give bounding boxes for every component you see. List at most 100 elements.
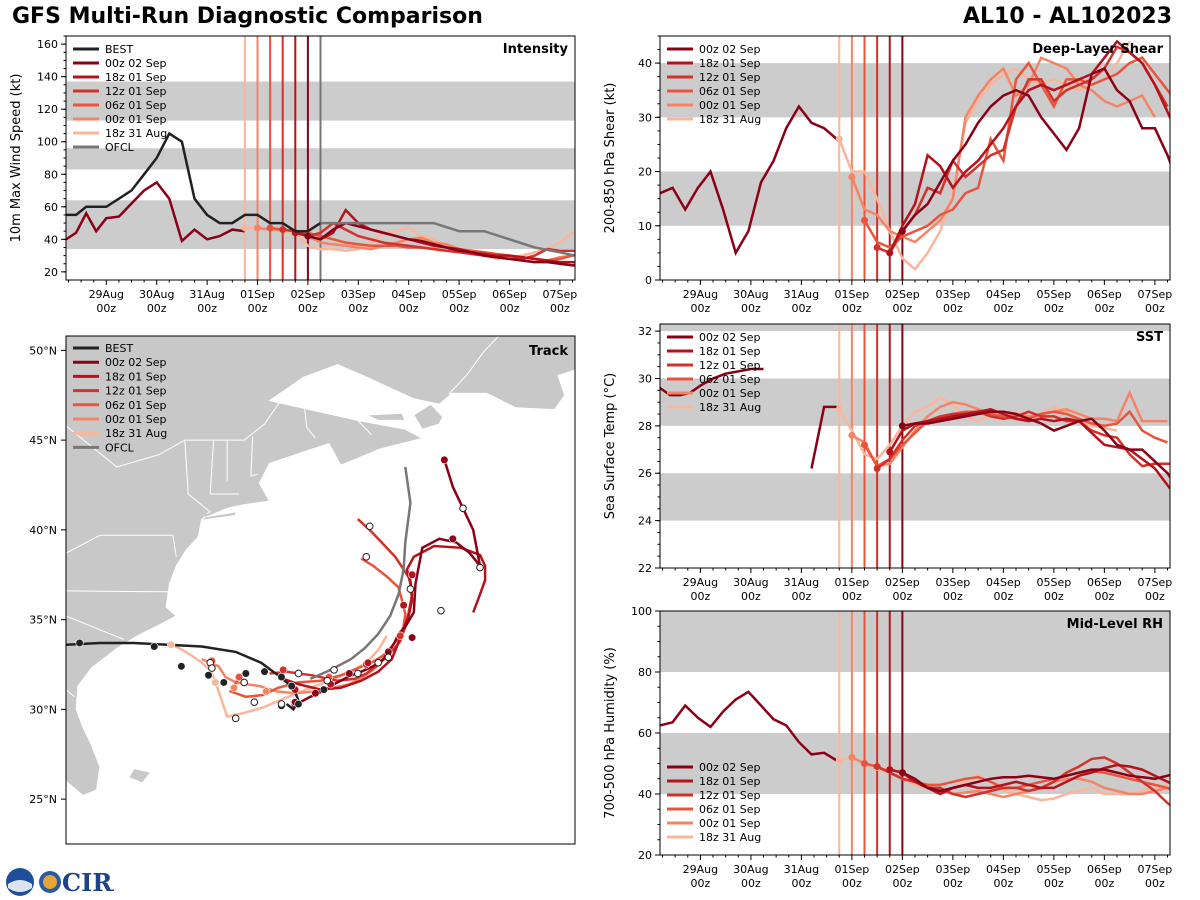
x-tick-date: 30Aug xyxy=(733,576,768,589)
y-tick-label: 100 xyxy=(631,605,652,618)
track-line-18z-01-Sep xyxy=(277,544,487,691)
x-tick-date: 05Sep xyxy=(1036,863,1071,876)
legend-entry: 00z 02 Sep xyxy=(105,356,167,369)
y-tick-label: 40 xyxy=(638,57,652,70)
track-open-dot xyxy=(365,522,374,531)
legend-entry: 18z 01 Sep xyxy=(105,370,167,383)
x-tick-hour: 00z xyxy=(298,302,318,315)
track-position-dot xyxy=(363,658,373,667)
land-bahamas xyxy=(128,768,152,784)
panel-title: Track xyxy=(529,344,568,359)
track-open-dot xyxy=(240,678,248,687)
x-tick-date: 02Sep xyxy=(291,288,326,301)
track-open-dot xyxy=(330,666,338,674)
land-newfoundland xyxy=(448,336,575,411)
legend-entry: 18z 01 Sep xyxy=(105,71,167,84)
band-2 xyxy=(660,324,1170,332)
ofcl-line xyxy=(320,221,575,257)
legend-entry: 18z 31 Aug xyxy=(105,427,167,440)
y-tick-label: 0 xyxy=(645,274,652,287)
legend-entry: 18z 01 Sep xyxy=(699,57,761,70)
track-open-dot xyxy=(384,653,393,662)
x-tick-date: 05Sep xyxy=(1036,288,1071,301)
legend-entry: 06z 01 Sep xyxy=(699,85,761,98)
x-tick-hour: 00z xyxy=(691,877,711,890)
y-tick-label: 22 xyxy=(638,562,652,575)
x-tick-hour: 00z xyxy=(550,302,570,315)
legend-entry: 00z 02 Sep xyxy=(699,761,761,774)
series-start-dot-18z-31-Aug xyxy=(835,135,843,143)
x-tick-date: 03Sep xyxy=(936,576,971,589)
land-north-america xyxy=(66,336,575,797)
x-tick-hour: 00z xyxy=(1094,590,1114,603)
track-open-dot xyxy=(294,669,303,678)
x-tick-hour: 00z xyxy=(197,302,217,315)
track-position-dot xyxy=(204,671,213,680)
x-tick-date: 04Sep xyxy=(986,576,1021,589)
x-tick-date: 01Sep xyxy=(240,288,275,301)
series-start-dot-06z-01-Sep xyxy=(861,441,869,449)
analysis-line xyxy=(660,690,838,762)
track-open-dot xyxy=(374,658,382,667)
track-position-dot xyxy=(440,455,449,464)
series-start-dot-18z-01-Sep xyxy=(886,448,894,456)
x-tick-hour: 00z xyxy=(741,302,761,315)
border-line-3 xyxy=(66,590,168,593)
x-tick-hour: 00z xyxy=(842,877,862,890)
x-tick-date: 02Sep xyxy=(885,288,920,301)
y-tick-label: 28 xyxy=(638,420,652,433)
x-tick-hour: 00z xyxy=(147,302,167,315)
track-position-dot xyxy=(399,601,408,610)
x-tick-date: 06Sep xyxy=(1087,576,1122,589)
x-tick-date: 01Sep xyxy=(835,576,870,589)
x-tick-date: 01Sep xyxy=(835,863,870,876)
track-position-dot xyxy=(241,669,250,678)
x-tick-date: 29Aug xyxy=(89,288,124,301)
series-start-dot-00z-02-Sep xyxy=(898,769,906,777)
legend-entry: 12z 01 Sep xyxy=(699,359,761,372)
border-line-0 xyxy=(66,396,316,468)
x-tick-date: 31Aug xyxy=(784,288,819,301)
y-tick-label: 30°N xyxy=(29,703,57,716)
x-tick-hour: 00z xyxy=(943,877,963,890)
series-start-dot-12z-01-Sep xyxy=(873,763,881,771)
legend-entry: 06z 01 Sep xyxy=(105,99,167,112)
track-position-dot xyxy=(311,689,320,698)
y-tick-label: 100 xyxy=(37,136,58,149)
series-start-dot-18z-31-Aug xyxy=(241,224,249,232)
legend-entry: 00z 02 Sep xyxy=(105,57,167,70)
series-start-dot-00z-01-Sep xyxy=(848,753,856,761)
y-axis-label: 10m Max Wind Speed (kt) xyxy=(9,74,24,243)
legend-entry: 18z 01 Sep xyxy=(699,775,761,788)
track-position-dot xyxy=(219,678,228,687)
y-tick-label: 24 xyxy=(638,515,652,528)
legend-entry: 12z 01 Sep xyxy=(699,71,761,84)
track-position-dot xyxy=(345,669,354,678)
border-line-9 xyxy=(357,420,372,436)
y-tick-label: 45°N xyxy=(29,434,57,447)
land-pei xyxy=(366,412,407,421)
border-line-10 xyxy=(269,382,338,402)
x-tick-hour: 00z xyxy=(1044,302,1064,315)
border-line-6 xyxy=(209,440,240,495)
sst-panel: 22242628303229Aug00z30Aug00z31Aug00z01Se… xyxy=(603,323,1172,603)
series-start-dot-00z-01-Sep xyxy=(848,431,856,439)
series-line-18z-01-Sep xyxy=(889,763,1170,796)
series-start-dot-00z-01-Sep xyxy=(254,224,262,232)
legend-entry: 18z 31 Aug xyxy=(699,401,761,414)
series-start-dot-12z-01-Sep xyxy=(873,243,881,251)
x-tick-hour: 00z xyxy=(943,590,963,603)
track-position-dot xyxy=(260,667,269,676)
rh-panel: 2040608010029Aug00z30Aug00z31Aug00z01Sep… xyxy=(603,605,1172,890)
legend-entry: 18z 31 Aug xyxy=(699,831,761,844)
x-tick-hour: 00z xyxy=(691,302,711,315)
series-line-18z-01-Sep xyxy=(888,39,1170,254)
analysis-line xyxy=(660,367,764,397)
border-line-2 xyxy=(66,534,177,557)
track-position-dot xyxy=(150,642,159,651)
x-tick-hour: 00z xyxy=(691,590,711,603)
legend-entry: OFCL xyxy=(105,141,135,154)
y-tick-label: 10 xyxy=(638,220,652,233)
x-tick-date: 29Aug xyxy=(683,288,718,301)
